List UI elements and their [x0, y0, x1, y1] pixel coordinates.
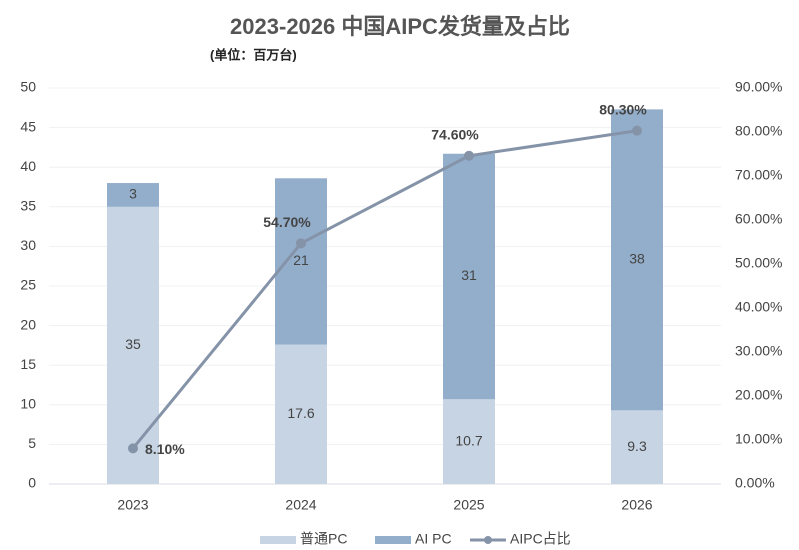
- y2-tick-label: 10.00%: [735, 431, 782, 447]
- bar-segment: [107, 206, 159, 485]
- bar-segment: [611, 109, 663, 411]
- legend-label: AIPC占比: [510, 531, 571, 547]
- y-tick-label: 25: [20, 277, 36, 293]
- line-point: [464, 150, 474, 161]
- line-value-label: 80.30%: [599, 101, 647, 117]
- y2-tick-label: 60.00%: [735, 211, 782, 227]
- line: [131, 129, 638, 450]
- y2-tick-label: 90.00%: [735, 79, 782, 95]
- line-point: [296, 238, 306, 249]
- bar-segment: [611, 410, 663, 484]
- line-point: [632, 125, 642, 136]
- bar-value-label: 3: [129, 186, 137, 202]
- line-value-label: 54.70%: [263, 214, 311, 230]
- x-tick-label: 2023: [117, 497, 148, 513]
- line-point: [128, 443, 138, 454]
- y-tick-label: 50: [20, 79, 36, 95]
- x-tick-label: 2024: [285, 497, 316, 513]
- bar-value-label: 21: [293, 252, 309, 268]
- y-tick-label: 20: [20, 316, 36, 332]
- y2-tick-label: 20.00%: [735, 387, 782, 403]
- line-value-label: 8.10%: [145, 441, 185, 457]
- y2-tick-label: 30.00%: [735, 343, 782, 359]
- chart-title: 2023-2026 中国AIPC发货量及占比: [230, 14, 570, 39]
- line-value-label: 74.60%: [431, 126, 479, 142]
- y-tick-label: 15: [20, 356, 36, 372]
- y2-tick-label: 40.00%: [735, 299, 782, 315]
- bar-value-label: 17.6: [287, 405, 314, 421]
- y-tick-label: 10: [20, 396, 36, 412]
- legend-label: AI PC: [415, 531, 452, 547]
- y-tick-label: 5: [28, 435, 36, 451]
- y-tick-label: 30: [20, 237, 36, 253]
- bar-value-label: 31: [461, 267, 477, 283]
- bar-segment: [443, 399, 495, 484]
- y2-tick-label: 0.00%: [735, 475, 775, 491]
- bar-segment: [275, 178, 327, 345]
- legend-marker: [484, 536, 492, 544]
- bar-segment: [275, 344, 327, 484]
- legend-swatch: [260, 536, 296, 544]
- bar-value-label: 38: [629, 251, 645, 267]
- x-tick-label: 2026: [621, 497, 652, 513]
- bar-segment: [107, 183, 159, 207]
- y-tick-label: 45: [20, 118, 36, 134]
- bar-value-label: 9.3: [627, 438, 647, 454]
- legend-label: 普通PC: [300, 531, 347, 547]
- chart-subtitle: (单位：百万台): [210, 47, 297, 62]
- y-tick-label: 0: [28, 475, 36, 491]
- bar-value-label: 10.7: [455, 432, 482, 448]
- legend-swatch: [375, 536, 411, 544]
- y2-tick-label: 50.00%: [735, 255, 782, 271]
- bar-value-label: 35: [125, 336, 141, 352]
- y-tick-label: 40: [20, 158, 36, 174]
- y-tick-label: 35: [20, 198, 36, 214]
- bar-segment: [443, 153, 495, 400]
- y2-tick-label: 80.00%: [735, 123, 782, 139]
- y2-tick-label: 70.00%: [735, 167, 782, 183]
- x-tick-label: 2025: [453, 497, 484, 513]
